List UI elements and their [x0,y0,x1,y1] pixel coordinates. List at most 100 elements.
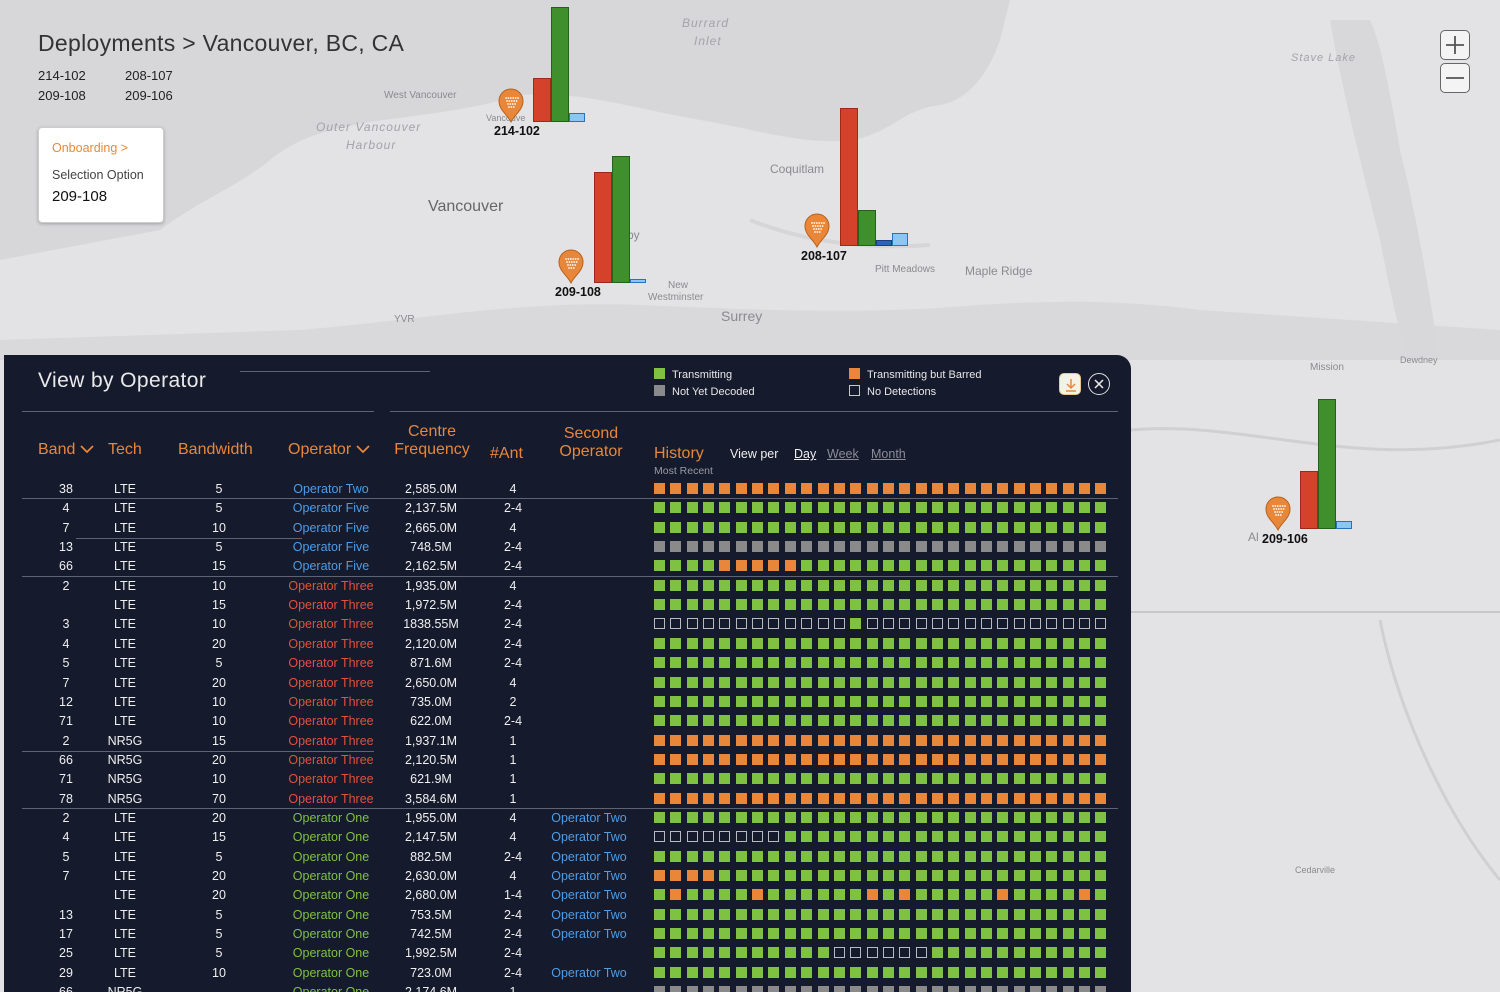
history-cell[interactable] [964,792,976,804]
history-cell[interactable] [735,657,747,669]
history-cell[interactable] [752,966,764,978]
history-cell[interactable] [1079,792,1091,804]
history-cell[interactable] [719,579,731,591]
operator-cell[interactable]: Operator Three [288,675,374,690]
history-cell[interactable] [703,773,715,785]
history-cell[interactable] [981,521,992,533]
history-cell[interactable] [1046,521,1058,533]
history-cell[interactable] [997,792,1009,804]
history-cell[interactable] [768,599,780,611]
history-cell[interactable] [866,657,878,669]
history-cell[interactable] [882,502,894,514]
history-cell[interactable] [931,870,943,881]
history-cell[interactable] [997,618,1009,630]
history-cell[interactable] [931,618,943,630]
history-cell[interactable] [654,850,665,862]
history-cell[interactable] [686,947,698,959]
history-cell[interactable] [915,657,927,669]
history-cell[interactable] [997,947,1009,959]
history-cell[interactable] [719,986,731,992]
history-cell[interactable] [915,850,927,862]
history-cell[interactable] [1095,773,1107,785]
history-cell[interactable] [670,637,682,649]
operator-cell[interactable]: Operator Two [293,482,369,496]
history-cell[interactable] [735,928,747,940]
history-cell[interactable] [670,986,682,992]
history-cell[interactable] [719,773,731,785]
history-cell[interactable] [915,599,927,611]
history-cell[interactable] [817,695,829,707]
history-cell[interactable] [1062,579,1074,591]
history-cell[interactable] [948,734,960,746]
history-cell[interactable] [915,811,927,823]
history-cell[interactable] [1062,986,1074,992]
history-cell[interactable] [1046,599,1058,611]
operator-cell[interactable]: Operator Five [292,540,370,555]
history-cell[interactable] [866,889,878,901]
history-cell[interactable] [931,831,943,843]
table-row[interactable]: 12 LTE 10 Operator Three 735.0M 2 [4,693,1131,712]
history-cell[interactable] [817,541,829,553]
history-cell[interactable] [817,850,829,862]
history-cell[interactable] [1062,831,1074,843]
history-cell[interactable] [850,637,862,649]
operator-cell[interactable]: Operator One [292,965,370,980]
site-id-link[interactable]: 209-108 [38,88,86,103]
history-cell[interactable] [1046,579,1058,591]
history-cell[interactable] [915,928,927,940]
history-cell[interactable] [866,928,878,940]
history-cell[interactable] [931,928,943,940]
history-cell[interactable] [1079,811,1091,823]
history-cell[interactable] [882,753,894,765]
history-cell[interactable] [768,502,780,514]
history-cell[interactable] [768,734,780,746]
site-pin-icon[interactable] [1264,496,1294,532]
history-cell[interactable] [1079,560,1091,572]
history-cell[interactable] [1013,715,1025,727]
history-cell[interactable] [850,618,862,630]
history-cell[interactable] [1013,618,1025,630]
history-cell[interactable] [735,521,747,533]
history-cell[interactable] [654,966,665,978]
history-cell[interactable] [899,521,911,533]
operator-cell[interactable]: Operator Three [288,598,374,613]
history-cell[interactable] [1046,773,1058,785]
site-id-link[interactable]: 214-102 [38,68,86,83]
history-cell[interactable] [670,966,682,978]
history-cell[interactable] [1095,908,1107,920]
view-day-link[interactable]: Day [794,447,817,461]
history-cell[interactable] [1030,676,1042,688]
history-cell[interactable] [1095,966,1107,978]
history-cell[interactable] [801,541,813,553]
history-cell[interactable] [654,695,665,707]
history-cell[interactable] [899,483,911,494]
history-cell[interactable] [784,560,796,572]
history-cell[interactable] [833,560,845,572]
history-cell[interactable] [1095,889,1107,901]
history-cell[interactable] [981,889,992,901]
history-cell[interactable] [948,676,960,688]
history-cell[interactable] [752,715,764,727]
history-cell[interactable] [981,928,992,940]
history-cell[interactable] [931,753,943,765]
history-cell[interactable] [752,676,764,688]
history-cell[interactable] [1046,560,1058,572]
history-cell[interactable] [719,889,731,901]
history-cell[interactable] [981,502,992,514]
history-cell[interactable] [768,792,780,804]
history-cell[interactable] [948,986,960,992]
history-cell[interactable] [801,695,813,707]
history-cell[interactable] [1013,502,1025,514]
history-cell[interactable] [948,521,960,533]
history-cell[interactable] [1013,850,1025,862]
history-cell[interactable] [1046,753,1058,765]
table-row[interactable]: 2 LTE 20 Operator One 1,955.0M 4 Operator Two [4,809,1131,828]
history-cell[interactable] [752,637,764,649]
history-cell[interactable] [1095,753,1107,765]
site-pin-icon[interactable] [497,88,527,124]
history-cell[interactable] [981,715,992,727]
operator-cell[interactable]: Operator One [292,810,370,825]
history-cell[interactable] [752,811,764,823]
history-cell[interactable] [915,502,927,514]
history-cell[interactable] [1046,715,1058,727]
